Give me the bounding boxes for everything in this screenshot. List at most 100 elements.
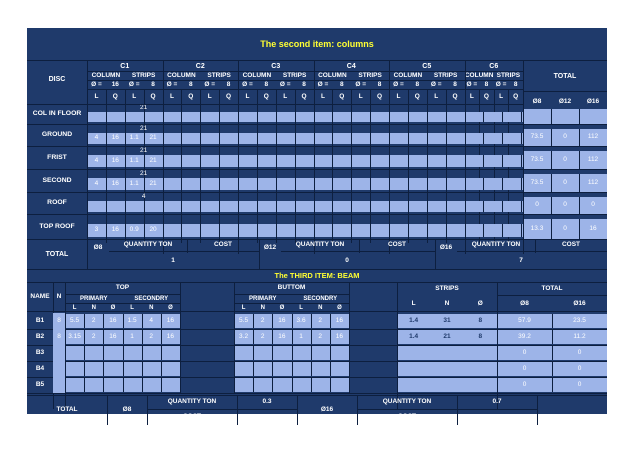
- beam-top-value[interactable]: [142, 361, 161, 377]
- beam-top-value[interactable]: [161, 361, 180, 377]
- column-value[interactable]: 1.1: [129, 156, 139, 164]
- column-value[interactable]: 16: [111, 156, 119, 164]
- column-value[interactable]: [144, 201, 163, 212]
- beam-bottom-value[interactable]: 16: [278, 332, 286, 340]
- beam-bottom-value[interactable]: 2: [260, 332, 265, 340]
- beam-top-value[interactable]: [142, 345, 161, 361]
- beam-top-value[interactable]: 16: [109, 332, 117, 340]
- beam-bottom-value[interactable]: 2: [318, 316, 323, 324]
- strips-value[interactable]: [430, 345, 463, 361]
- beam-bottom-value[interactable]: [330, 377, 349, 393]
- column-value[interactable]: 16: [111, 134, 119, 142]
- column-value[interactable]: 16: [111, 226, 119, 234]
- strips-value[interactable]: [397, 361, 430, 377]
- column-value[interactable]: [144, 112, 163, 122]
- beam-top-value[interactable]: 5.5: [70, 316, 80, 324]
- strips-value[interactable]: [464, 377, 497, 393]
- beam-top-value[interactable]: 16: [166, 316, 175, 324]
- column-value[interactable]: 1.1: [129, 179, 139, 187]
- beam-bottom-value[interactable]: [272, 361, 291, 377]
- beam-bottom-value[interactable]: 3.2: [239, 332, 249, 340]
- beam-top-value[interactable]: [123, 377, 142, 393]
- strips-value[interactable]: 8: [478, 316, 483, 324]
- column-value[interactable]: 0.9: [129, 226, 139, 234]
- beam-top-value[interactable]: 16: [166, 332, 175, 340]
- beam-bottom-value[interactable]: [272, 345, 291, 361]
- beam-bottom-value[interactable]: [292, 345, 311, 361]
- beam-top-value[interactable]: [84, 377, 103, 393]
- strips-value[interactable]: [464, 345, 497, 361]
- beam-bottom-value[interactable]: 3.6: [296, 316, 306, 324]
- column-value[interactable]: [87, 201, 106, 212]
- column-value[interactable]: [125, 112, 144, 122]
- strips-value[interactable]: [430, 361, 463, 377]
- beam-bottom-value[interactable]: 16: [335, 332, 344, 340]
- beam-bottom-value[interactable]: [234, 377, 253, 393]
- beam-top-value[interactable]: [84, 361, 103, 377]
- strips-value[interactable]: [464, 361, 497, 377]
- beam-bottom-value[interactable]: [234, 345, 253, 361]
- column-value[interactable]: [106, 201, 125, 212]
- strips-value[interactable]: [397, 377, 430, 393]
- beam-bottom-value[interactable]: [311, 361, 330, 377]
- beam-top-value[interactable]: [103, 345, 122, 361]
- beam-bottom-value[interactable]: [272, 377, 291, 393]
- beam-bottom-value[interactable]: 16: [278, 316, 286, 324]
- beam-bottom-value[interactable]: [253, 361, 272, 377]
- column-value[interactable]: 1.1: [129, 134, 139, 142]
- beam-bottom-value[interactable]: [330, 345, 349, 361]
- column-value[interactable]: [87, 112, 106, 122]
- beam-top-value[interactable]: 4: [149, 316, 154, 324]
- beam-top-value[interactable]: [103, 361, 122, 377]
- beam-top-value[interactable]: [65, 361, 84, 377]
- strips-value[interactable]: 8: [478, 332, 483, 340]
- beam-bottom-value[interactable]: [253, 345, 272, 361]
- beam-bottom-value[interactable]: [330, 361, 349, 377]
- grid-line: [162, 178, 164, 190]
- beam-top-value[interactable]: [84, 345, 103, 361]
- column-value[interactable]: 4: [94, 134, 99, 142]
- column-value[interactable]: 21: [149, 134, 157, 142]
- beam-top-value[interactable]: 16: [109, 316, 117, 324]
- column-value[interactable]: 21: [149, 156, 157, 164]
- beam-top-value[interactable]: 2: [91, 332, 96, 340]
- beam-top-value[interactable]: [103, 377, 122, 393]
- beam-top-value[interactable]: 2: [149, 332, 154, 340]
- beam-bottom-value[interactable]: [253, 377, 272, 393]
- strips-value[interactable]: 1.4: [409, 316, 419, 324]
- beam-top-value[interactable]: [65, 345, 84, 361]
- beam-bottom-value[interactable]: 2: [260, 316, 265, 324]
- beam-top-value[interactable]: 1: [130, 332, 134, 340]
- column-value[interactable]: 16: [111, 179, 119, 187]
- column-value[interactable]: 3: [94, 226, 99, 234]
- beam-bottom-value[interactable]: [234, 361, 253, 377]
- beam-bottom-value[interactable]: [311, 345, 330, 361]
- beam-bottom-value[interactable]: [292, 377, 311, 393]
- strips-value[interactable]: 1.4: [409, 332, 419, 340]
- column-value[interactable]: [125, 201, 144, 212]
- beam-top-value[interactable]: [161, 345, 180, 361]
- beam-bottom-value[interactable]: 2: [318, 332, 323, 340]
- column-value[interactable]: 4: [94, 179, 99, 187]
- column-value[interactable]: 4: [94, 156, 99, 164]
- beam-bottom-value[interactable]: 5.5: [239, 316, 249, 324]
- strips-value[interactable]: [397, 345, 430, 361]
- beam-top-value[interactable]: 3.15: [68, 332, 81, 340]
- beam-top-value[interactable]: [161, 377, 180, 393]
- column-value[interactable]: 21: [149, 179, 157, 187]
- beam-top-value[interactable]: 1.5: [127, 316, 137, 324]
- beam-bottom-value[interactable]: [292, 361, 311, 377]
- strips-value[interactable]: 31: [443, 316, 451, 324]
- beam-bottom-value[interactable]: [311, 377, 330, 393]
- strips-value[interactable]: [430, 377, 463, 393]
- beam-top-value[interactable]: [123, 345, 142, 361]
- strips-value[interactable]: 21: [443, 332, 451, 340]
- beam-top-value[interactable]: [65, 377, 84, 393]
- column-value[interactable]: 20: [149, 226, 157, 234]
- beam-top-value[interactable]: 2: [91, 316, 96, 324]
- beam-top-value[interactable]: [123, 361, 142, 377]
- beam-top-value[interactable]: [142, 377, 161, 393]
- column-value[interactable]: [106, 112, 125, 122]
- beam-bottom-value[interactable]: 16: [335, 316, 344, 324]
- beam-bottom-value[interactable]: 1: [299, 332, 303, 340]
